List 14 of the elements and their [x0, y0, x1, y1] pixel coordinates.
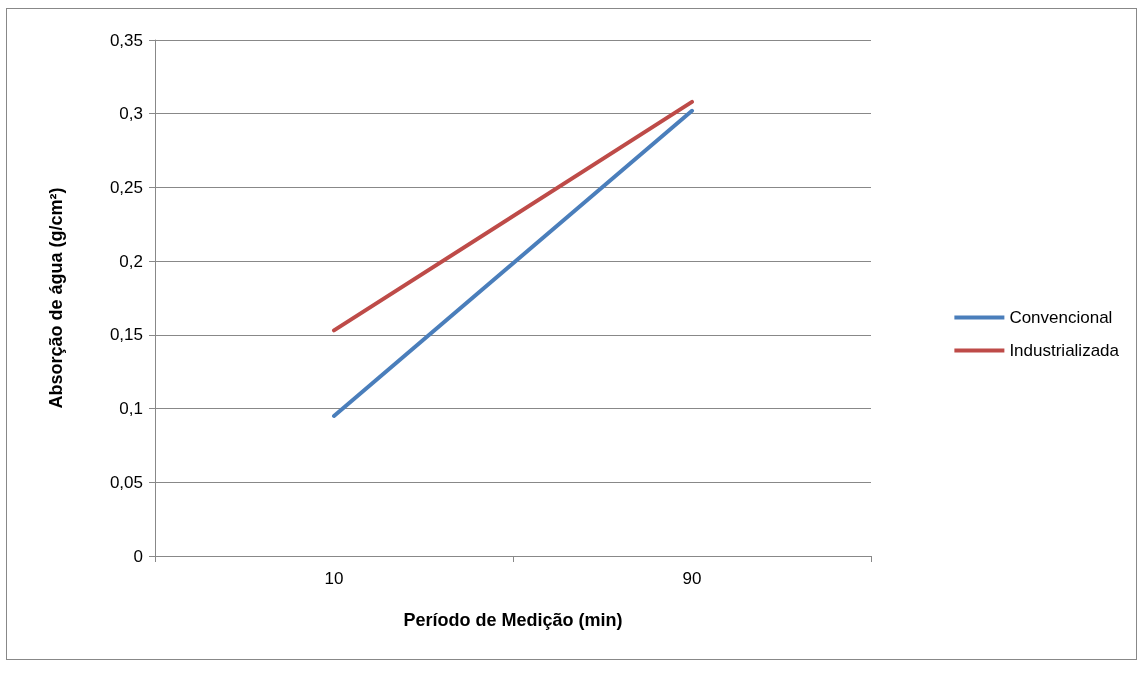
- legend-label: Convencional: [1009, 308, 1113, 327]
- legend-label: Industrializada: [1009, 341, 1120, 360]
- y-tick-label: 0,35: [109, 30, 143, 50]
- x-tick-label: 10: [324, 569, 344, 588]
- y-tick-label: 0,25: [109, 177, 143, 197]
- y-tick-label: 0,1: [119, 399, 143, 419]
- y-axis-title: Absorção de água (g/cm²): [46, 187, 66, 409]
- x-tick-label: 90: [682, 569, 702, 588]
- y-tick-label: 0,2: [119, 251, 143, 271]
- y-tick-label: 0,3: [119, 104, 143, 124]
- y-tick-label: 0,15: [109, 325, 143, 345]
- x-axis-title: Período de Medição (min): [403, 610, 623, 630]
- y-tick-label: 0: [133, 546, 143, 566]
- y-tick-label: 0,05: [109, 472, 143, 492]
